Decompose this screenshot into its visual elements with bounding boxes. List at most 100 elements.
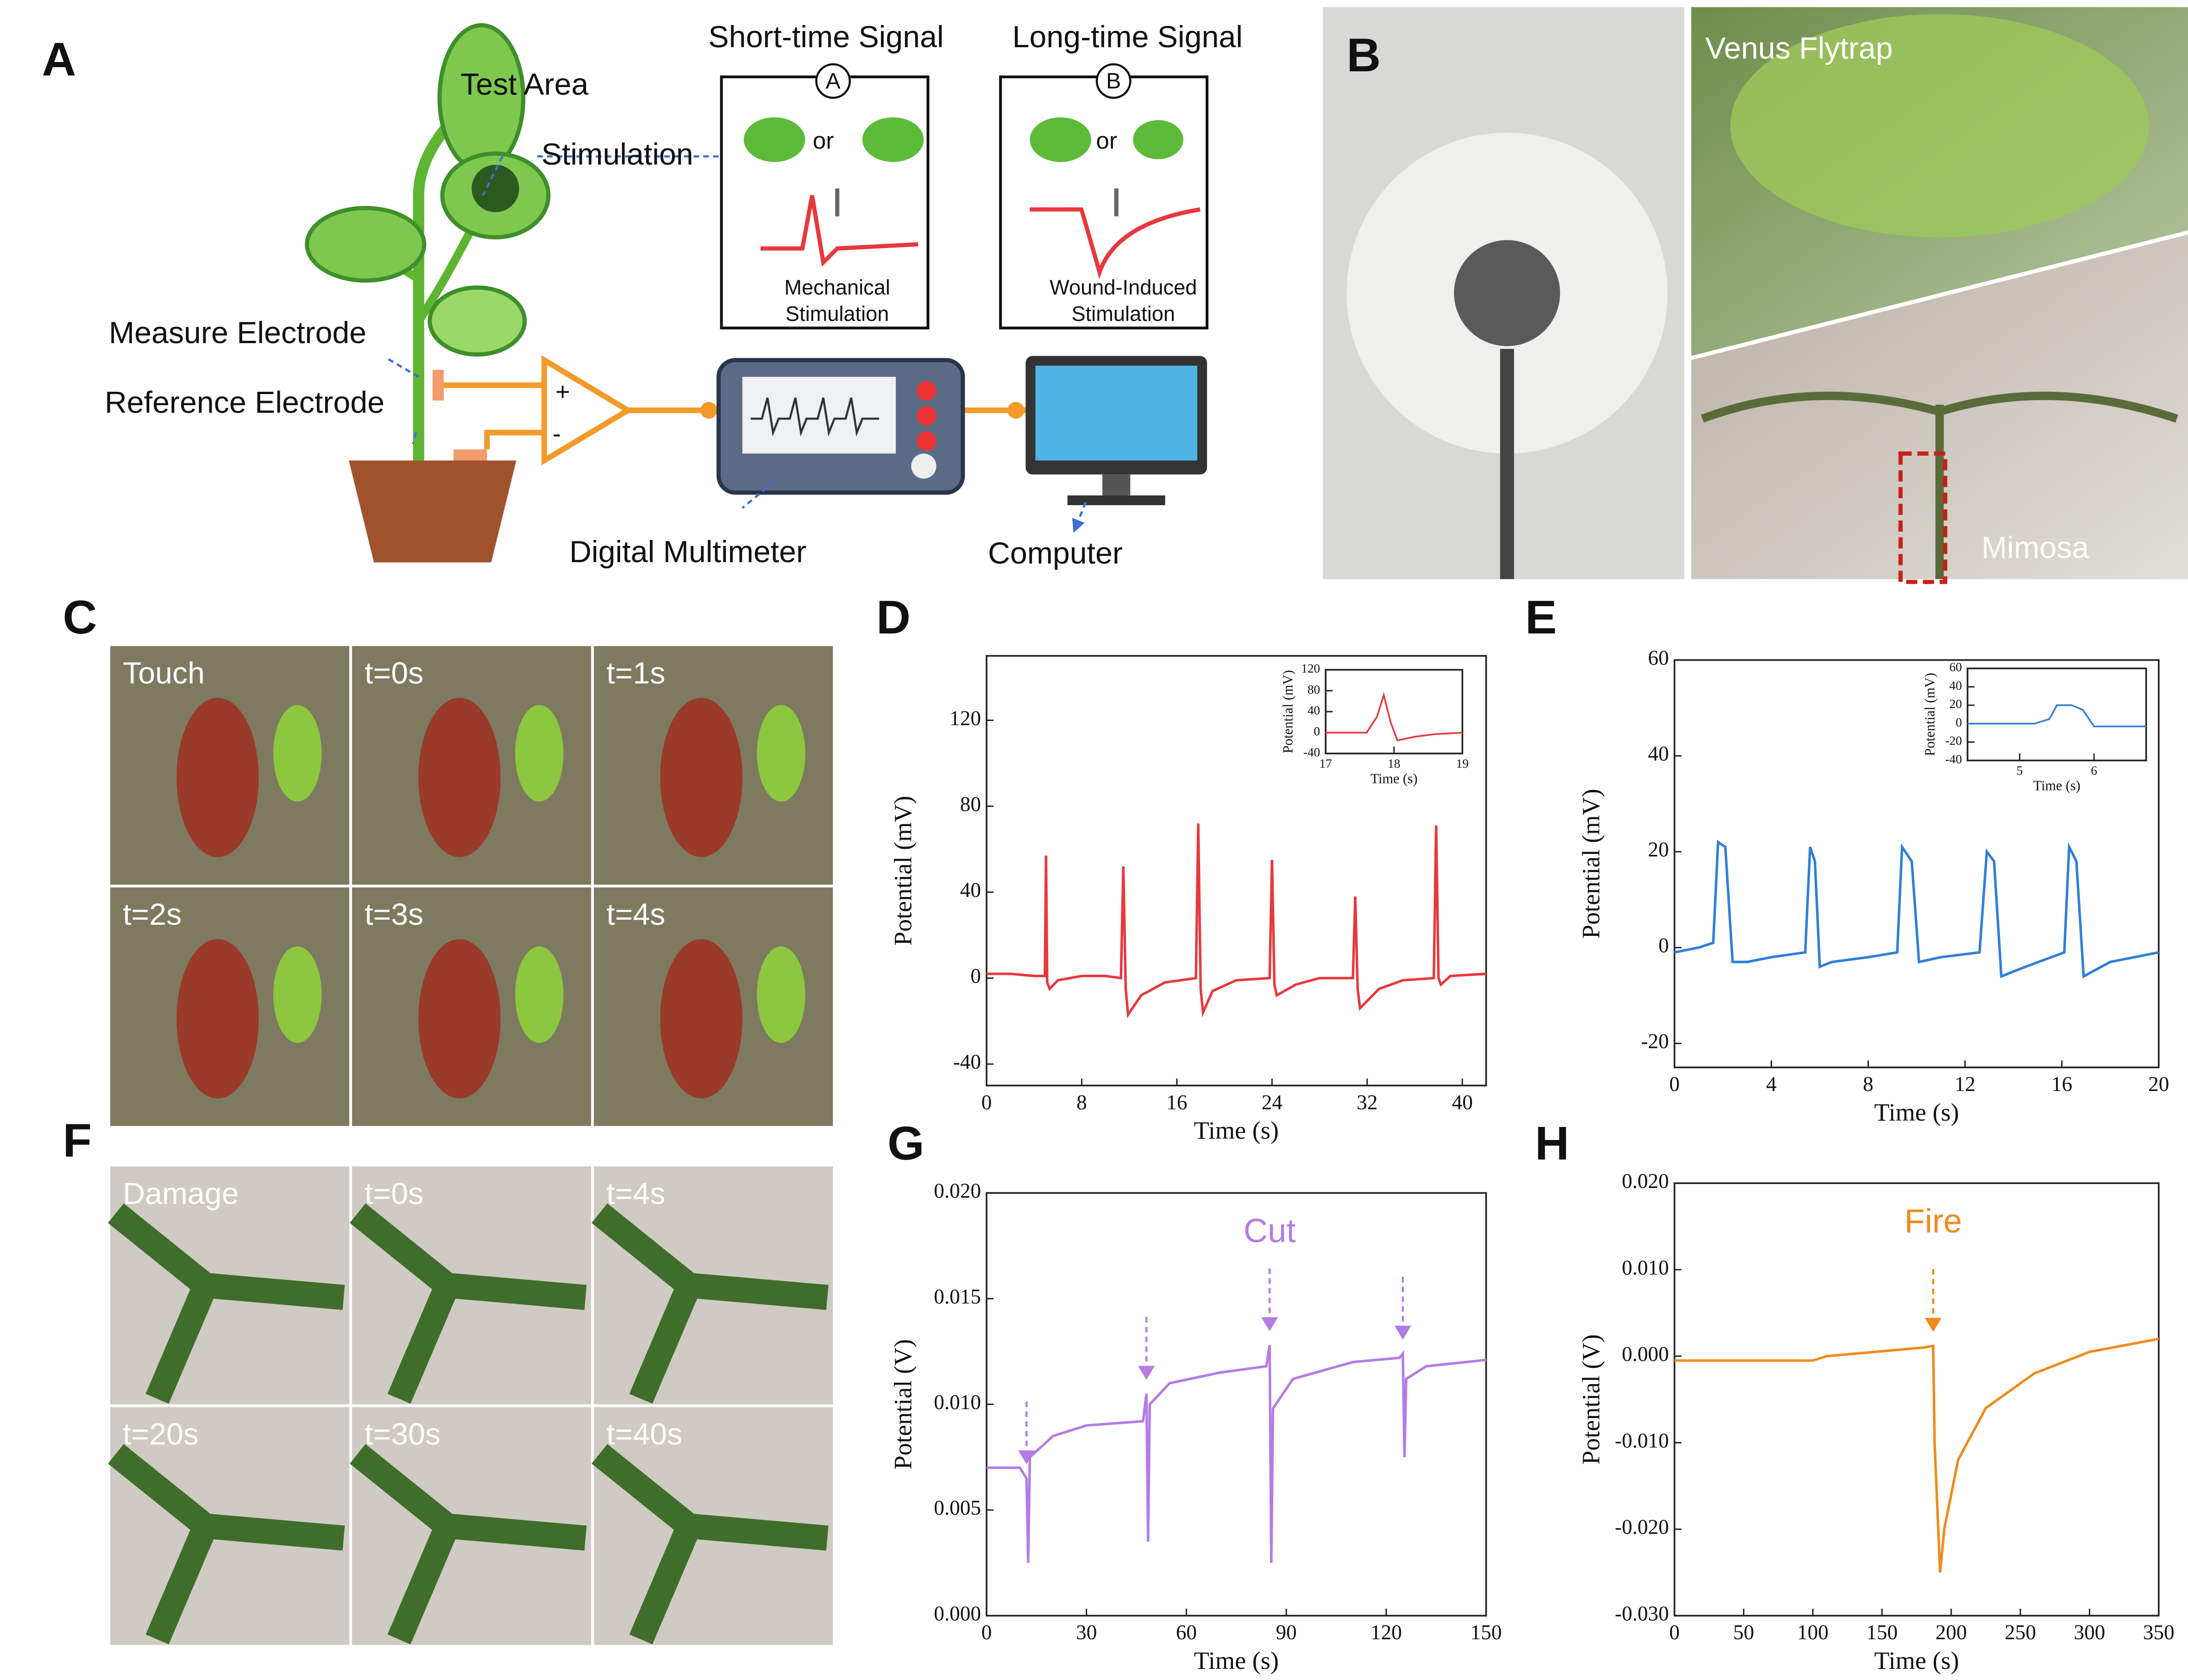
x-tick-label: 60: [1176, 1621, 1197, 1644]
y-tick-label: 0: [1314, 724, 1320, 738]
trap: [418, 939, 501, 1099]
x-tick-label: 24: [1262, 1091, 1283, 1114]
x-axis-label: Time (s): [1874, 1647, 1959, 1674]
diagram-label: Test Area: [460, 68, 588, 102]
diagram-label: Short-time Signal: [708, 20, 943, 54]
trap: [660, 939, 742, 1099]
x-tick-label: 30: [1076, 1621, 1097, 1644]
y-axis-label: Potential (V): [1577, 1334, 1605, 1465]
y-tick-label: 80: [1308, 683, 1320, 696]
frame-label: Damage: [123, 1177, 239, 1211]
frame-label: t=4s: [606, 897, 665, 932]
panel-label: H: [1535, 1116, 1569, 1170]
y-tick-label: 20: [1949, 697, 1962, 711]
panel-label: A: [42, 32, 76, 86]
y-tick-label: -20: [1641, 1030, 1669, 1053]
x-tick-label: 0: [981, 1091, 992, 1114]
frame-label: t=0s: [365, 656, 423, 690]
x-tick-label: 200: [1936, 1621, 1967, 1644]
y-axis-label: Potential (V): [889, 1339, 917, 1470]
y-tick-label: 0.020: [1622, 1170, 1669, 1193]
plot-frame: [986, 1192, 1487, 1617]
panel-label: E: [1525, 590, 1557, 644]
plot-frame: [1673, 1182, 2160, 1617]
x-tick-label: 6: [2091, 764, 2097, 777]
trap: [273, 946, 322, 1043]
annotation-arrowhead: [1394, 1325, 1411, 1340]
trap: [176, 939, 259, 1099]
photo-label: Venus Flytrap: [1705, 31, 1893, 65]
trap: [757, 705, 805, 802]
panel-label: G: [887, 1116, 924, 1170]
trap: [418, 697, 501, 857]
y-tick-label: -40: [1945, 752, 1962, 766]
x-tick-label: 5: [2017, 764, 2023, 777]
annotation-arrowhead: [1261, 1317, 1278, 1331]
trap: [273, 705, 322, 802]
trap: [660, 697, 742, 857]
frame-label: t=40s: [606, 1417, 682, 1451]
y-tick-label: 120: [1301, 662, 1320, 676]
y-tick-label: 40: [1648, 742, 1669, 765]
frame-label: t=2s: [123, 897, 182, 932]
diagram-label: Digital Multimeter: [569, 535, 806, 569]
diagram-label: Long-time Signal: [1012, 20, 1243, 54]
y-tick-label: 0.015: [934, 1285, 981, 1308]
x-tick-label: 19: [1456, 757, 1469, 771]
leaf: [591, 1203, 829, 1404]
panel-label: B: [1346, 28, 1381, 81]
x-tick-label: 12: [1955, 1072, 1975, 1096]
frame-label: t=4s: [606, 1177, 665, 1211]
diagram-label: -: [553, 420, 561, 448]
y-tick-label: 80: [960, 792, 981, 815]
diagram-label: or: [813, 127, 834, 154]
x-tick-label: 150: [1471, 1621, 1502, 1644]
y-tick-label: 60: [1949, 660, 1962, 674]
y-tick-label: 0.000: [934, 1602, 981, 1625]
data-line: [1326, 691, 1463, 742]
y-tick-label: -0.010: [1615, 1429, 1669, 1452]
leaf: [350, 1444, 587, 1644]
frame-label: Touch: [123, 656, 205, 690]
y-tick-label: -0.020: [1615, 1516, 1669, 1539]
x-tick-label: 120: [1371, 1621, 1402, 1644]
annotation-text: Cut: [1244, 1213, 1296, 1250]
photo-label: Mimosa: [1981, 531, 2089, 565]
diagram-label: Stimulation: [541, 137, 693, 171]
plot-frame: [1967, 667, 2147, 762]
trap: [176, 697, 259, 857]
data-line: [1674, 840, 2159, 978]
data-line: [1967, 704, 2146, 727]
x-tick-label: 17: [1320, 757, 1332, 771]
x-tick-label: 50: [1733, 1621, 1754, 1644]
x-tick-label: 0: [1669, 1072, 1680, 1096]
diagram-label: Computer: [988, 536, 1123, 570]
x-tick-label: 0: [981, 1621, 992, 1644]
x-tick-label: 300: [2074, 1621, 2105, 1644]
x-tick-label: 16: [1166, 1091, 1187, 1114]
trap: [515, 946, 564, 1043]
y-axis-label: Potential (mV): [1922, 673, 1938, 756]
y-tick-label: -40: [953, 1050, 981, 1073]
y-axis-label: Potential (mV): [1577, 789, 1605, 939]
y-tick-label: 120: [949, 707, 981, 730]
y-tick-label: 60: [1648, 646, 1669, 670]
x-tick-label: 32: [1357, 1091, 1377, 1114]
leaf: [108, 1203, 345, 1404]
x-axis-label: Time (s): [1194, 1116, 1279, 1144]
frame-label: t=30s: [365, 1417, 440, 1451]
x-tick-label: 4: [1766, 1072, 1777, 1096]
panel-label: F: [63, 1114, 92, 1167]
panel-label: D: [876, 590, 911, 644]
x-tick-label: 0: [1669, 1621, 1680, 1644]
y-tick-label: 0.005: [934, 1496, 981, 1519]
leaf: [350, 1203, 587, 1404]
x-axis-label: Time (s): [1874, 1098, 1959, 1126]
annotation-arrowhead: [1018, 1450, 1035, 1465]
y-tick-label: 0.000: [1622, 1342, 1669, 1366]
annotation-arrowhead: [1924, 1318, 1942, 1332]
annotation-text: Fire: [1905, 1203, 1962, 1240]
x-tick-label: 20: [2148, 1072, 2169, 1096]
x-tick-label: 16: [2051, 1072, 2072, 1096]
